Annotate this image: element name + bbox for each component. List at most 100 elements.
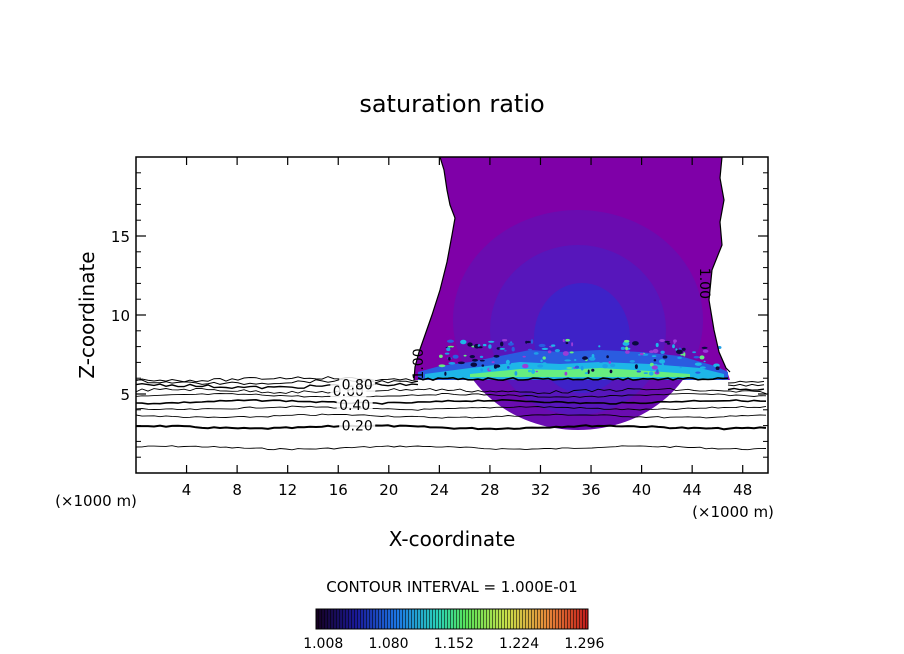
speckle	[452, 354, 459, 359]
colorbar-frame	[315, 608, 589, 630]
speckle	[547, 350, 552, 354]
y-tick-label: 10	[111, 307, 130, 325]
speckle	[567, 369, 570, 374]
speckle	[446, 347, 451, 352]
speckle	[469, 355, 475, 359]
speckle	[566, 367, 573, 369]
contour-line	[727, 380, 765, 384]
speckle	[679, 366, 682, 369]
speckle	[493, 354, 500, 358]
colorbar-tick-label: 1.224	[499, 636, 539, 652]
x-tick-label: 36	[581, 481, 600, 499]
speckle	[602, 364, 608, 369]
speckle	[713, 363, 720, 368]
contour-label: 0.80	[342, 378, 373, 394]
speckle	[488, 340, 495, 343]
x-axis: 4 8 12 16 20 24 28 32 36 40 44 48	[182, 157, 752, 499]
speckle	[703, 360, 706, 363]
x-tick-label: 16	[329, 481, 348, 499]
speckle	[643, 372, 648, 374]
speckle	[606, 355, 609, 359]
speckle	[504, 349, 507, 352]
speckle	[448, 357, 451, 361]
x-tick-label: 24	[430, 481, 449, 499]
contour-line	[136, 405, 767, 411]
speckle	[588, 356, 596, 361]
speckle	[702, 349, 709, 353]
speckle	[642, 353, 649, 356]
speckle	[482, 343, 487, 347]
speckle	[444, 352, 450, 355]
y-tick-label: 5	[120, 386, 130, 404]
contour-line	[136, 398, 767, 405]
speckle	[582, 356, 588, 360]
speckle	[463, 354, 467, 357]
speckle	[597, 358, 605, 363]
speckle	[564, 371, 568, 376]
speckle	[542, 362, 547, 366]
speckle	[479, 355, 484, 358]
speckle	[505, 359, 510, 365]
speckle	[649, 371, 654, 376]
contour-interval-label: CONTOUR INTERVAL = 1.000E-01	[326, 578, 577, 596]
speckle	[584, 372, 589, 375]
y-tick-label: 15	[111, 228, 130, 246]
colorbar: 1.008 1.080 1.152 1.224 1.296	[303, 608, 604, 652]
speckle	[488, 344, 492, 349]
x-tick-label: 28	[480, 481, 499, 499]
plume-outline-right	[708, 157, 731, 373]
speckle	[649, 362, 654, 367]
speckle	[661, 363, 664, 367]
speckle	[514, 371, 518, 376]
speckle	[478, 346, 483, 349]
speckle	[531, 369, 536, 374]
colorbar-tick-label: 1.080	[368, 636, 408, 652]
contour-line	[136, 413, 767, 419]
speckle	[666, 342, 671, 345]
speckle	[653, 363, 658, 366]
speckle	[715, 366, 720, 371]
speckle	[460, 339, 467, 345]
speckle	[447, 339, 454, 343]
speckle	[527, 348, 533, 351]
contour-label: 0.20	[342, 419, 373, 435]
speckle	[683, 352, 686, 357]
y-unit-label: (×1000 m)	[55, 492, 137, 510]
speckle	[693, 355, 700, 359]
speckle	[695, 371, 701, 374]
speckle	[699, 355, 705, 360]
speckle	[680, 353, 685, 356]
speckle	[479, 359, 485, 362]
x-tick-label: 8	[232, 481, 242, 499]
speckle	[438, 364, 446, 368]
speckle	[533, 352, 539, 355]
contour-line	[136, 376, 419, 383]
contour-line	[727, 387, 765, 391]
chart-title: saturation ratio	[359, 90, 544, 118]
speckle	[634, 364, 638, 369]
speckle	[554, 349, 561, 353]
contour-line	[136, 424, 767, 431]
contour-label: 0.40	[339, 398, 370, 414]
speckle	[541, 347, 549, 350]
speckle	[625, 346, 629, 351]
speckle	[658, 359, 666, 364]
plume-outline	[413, 157, 456, 381]
speckle	[488, 368, 495, 370]
speckle	[562, 351, 569, 356]
speckle	[530, 339, 534, 344]
speckle	[579, 371, 583, 374]
speckle	[448, 362, 456, 365]
speckle	[629, 360, 635, 363]
speckle	[447, 345, 454, 348]
colorbar-tick-labels: 1.008 1.080 1.152 1.224 1.296	[303, 636, 604, 652]
speckle	[682, 358, 688, 361]
speckle	[591, 354, 595, 358]
speckle	[472, 358, 478, 362]
speckle	[537, 364, 544, 368]
x-tick-label: 4	[182, 481, 192, 499]
speckle	[493, 364, 498, 369]
contour-line	[136, 393, 767, 398]
speckle	[656, 369, 659, 374]
